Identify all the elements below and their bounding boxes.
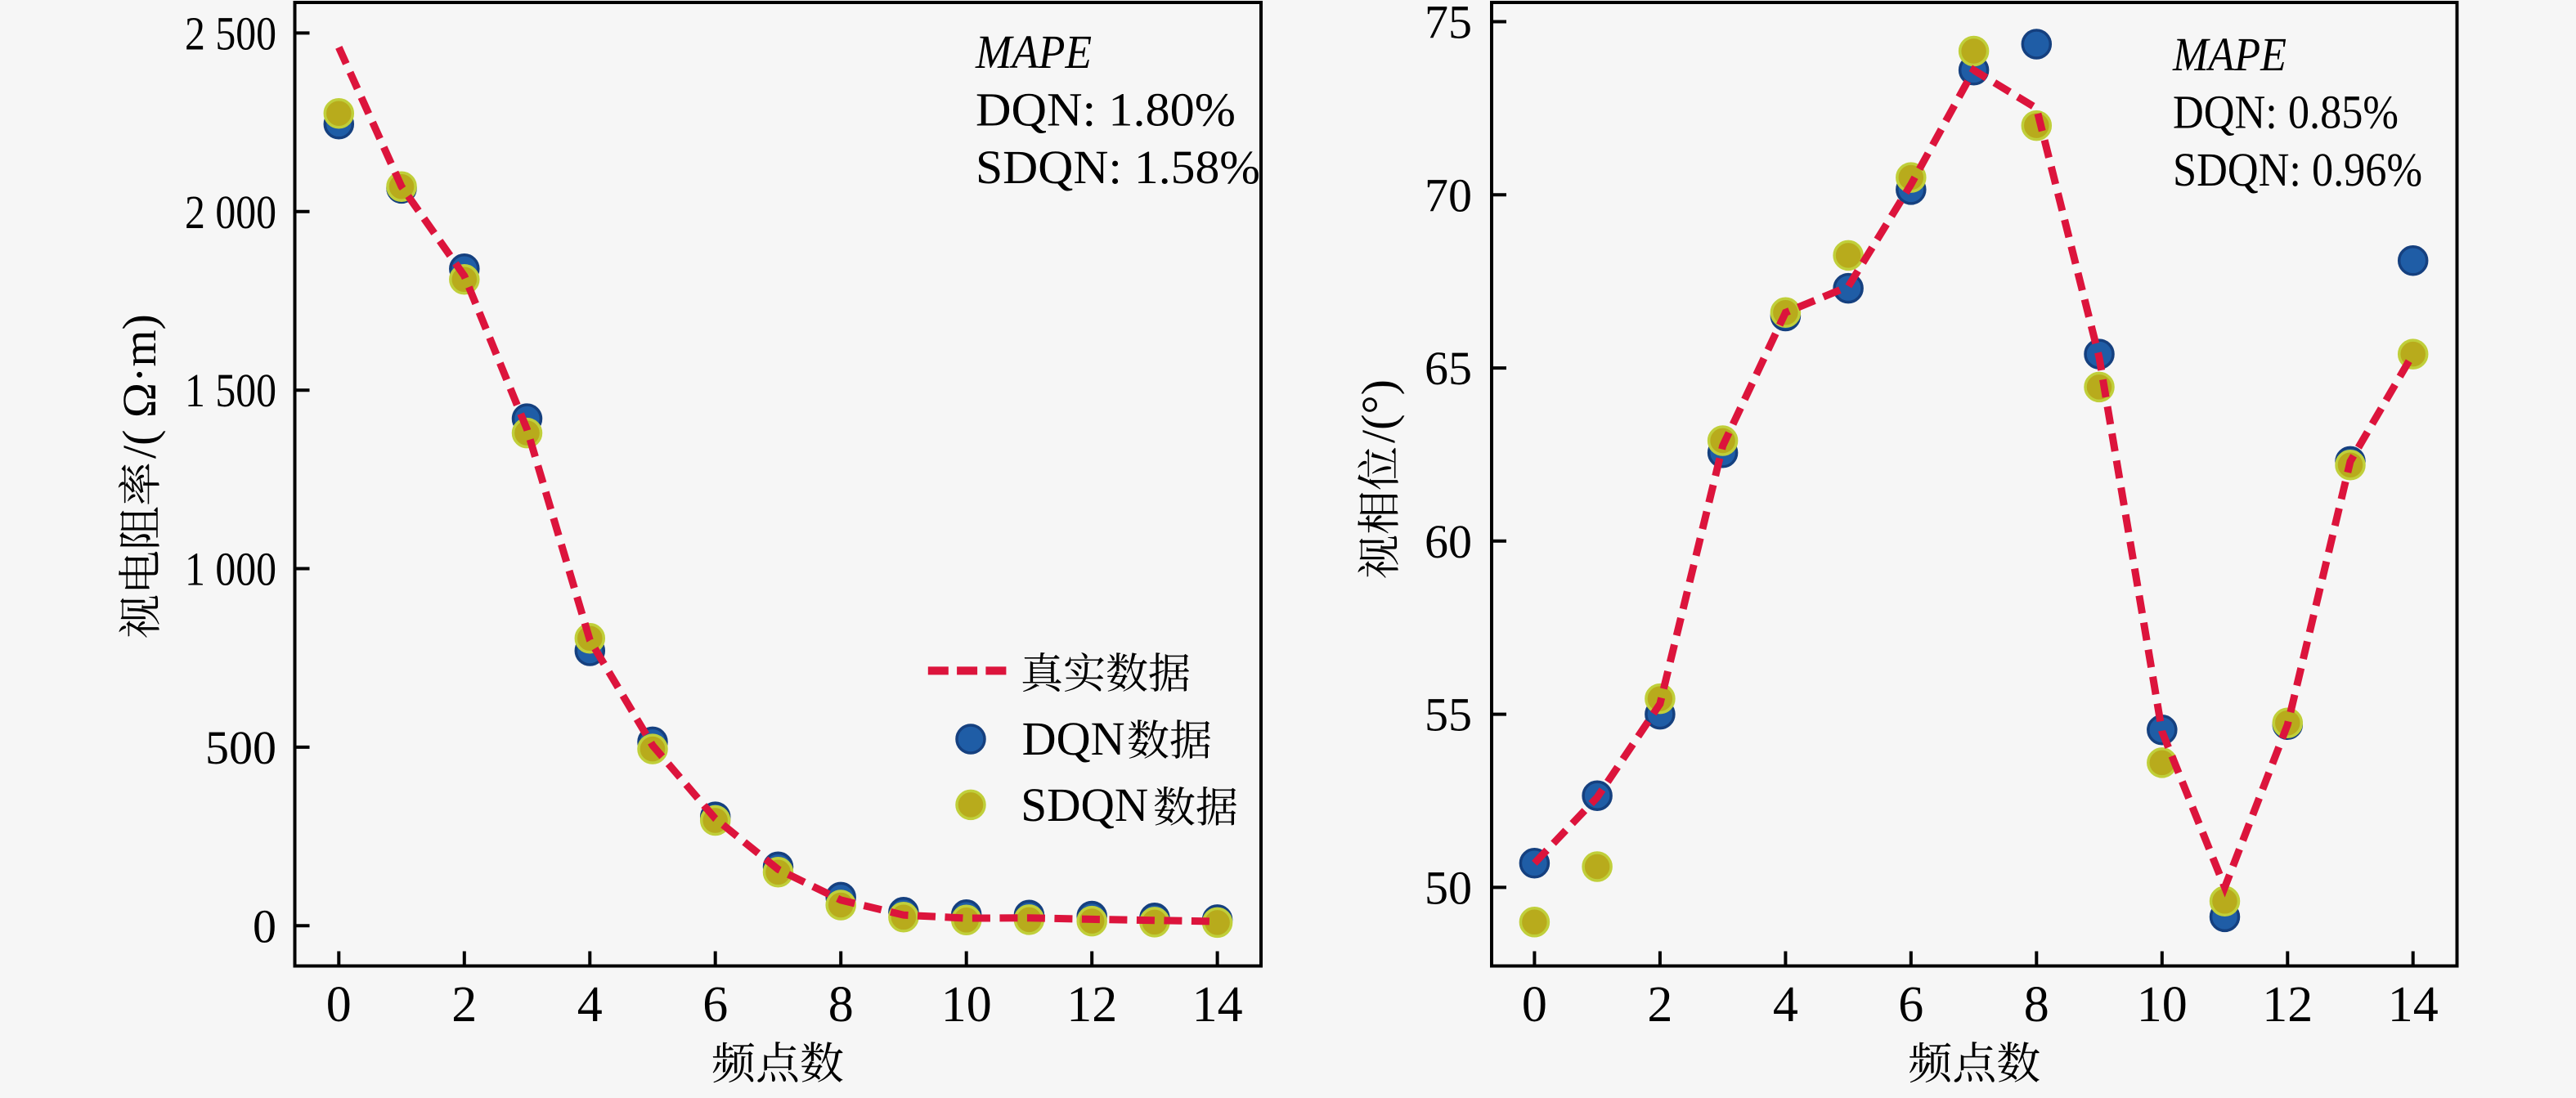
svg-text:4: 4: [577, 977, 603, 1033]
svg-text:8: 8: [828, 977, 854, 1033]
svg-text:12: 12: [1066, 977, 1117, 1033]
svg-text:6: 6: [702, 977, 728, 1033]
svg-text:10: 10: [2137, 977, 2188, 1033]
svg-text:12: 12: [2262, 977, 2313, 1033]
svg-text:8: 8: [2024, 977, 2049, 1033]
svg-text:/( Ω·m): /( Ω·m): [113, 314, 166, 459]
svg-text:14: 14: [2388, 977, 2439, 1033]
svg-text:14: 14: [1192, 977, 1243, 1033]
svg-text:MAPE: MAPE: [975, 25, 1092, 78]
svg-text:/(°): /(°): [1352, 379, 1405, 443]
svg-text:4: 4: [1773, 977, 1798, 1033]
svg-text:2: 2: [451, 977, 477, 1033]
svg-text:0: 0: [1522, 977, 1547, 1033]
svg-text:10: 10: [941, 977, 992, 1033]
svg-text:2: 2: [1647, 977, 1672, 1033]
svg-text:DQN: 1.80%: DQN: 1.80%: [976, 83, 1236, 137]
svg-text:65: 65: [1425, 342, 1472, 395]
svg-text:SDQN: 0.96%: SDQN: 0.96%: [2173, 143, 2422, 196]
svg-text:0: 0: [253, 899, 276, 952]
svg-text:55: 55: [1425, 688, 1472, 742]
svg-text:1 500: 1 500: [185, 364, 276, 417]
svg-text:SDQN: 1.58%: SDQN: 1.58%: [976, 141, 1260, 194]
svg-text:DQN: DQN: [1022, 712, 1125, 765]
svg-text:75: 75: [1425, 0, 1472, 49]
svg-text:50: 50: [1425, 861, 1472, 914]
svg-text:1 000: 1 000: [185, 543, 276, 596]
svg-text:60: 60: [1425, 515, 1472, 568]
svg-text:6: 6: [1898, 977, 1923, 1033]
svg-text:70: 70: [1425, 168, 1472, 222]
svg-text:2 500: 2 500: [185, 7, 276, 60]
svg-text:0: 0: [326, 977, 352, 1033]
svg-text:DQN: 0.85%: DQN: 0.85%: [2173, 86, 2399, 139]
svg-text:500: 500: [205, 721, 276, 774]
svg-text:2 000: 2 000: [185, 186, 276, 239]
svg-text:MAPE: MAPE: [2172, 28, 2287, 81]
svg-text:SDQN: SDQN: [1021, 778, 1148, 831]
